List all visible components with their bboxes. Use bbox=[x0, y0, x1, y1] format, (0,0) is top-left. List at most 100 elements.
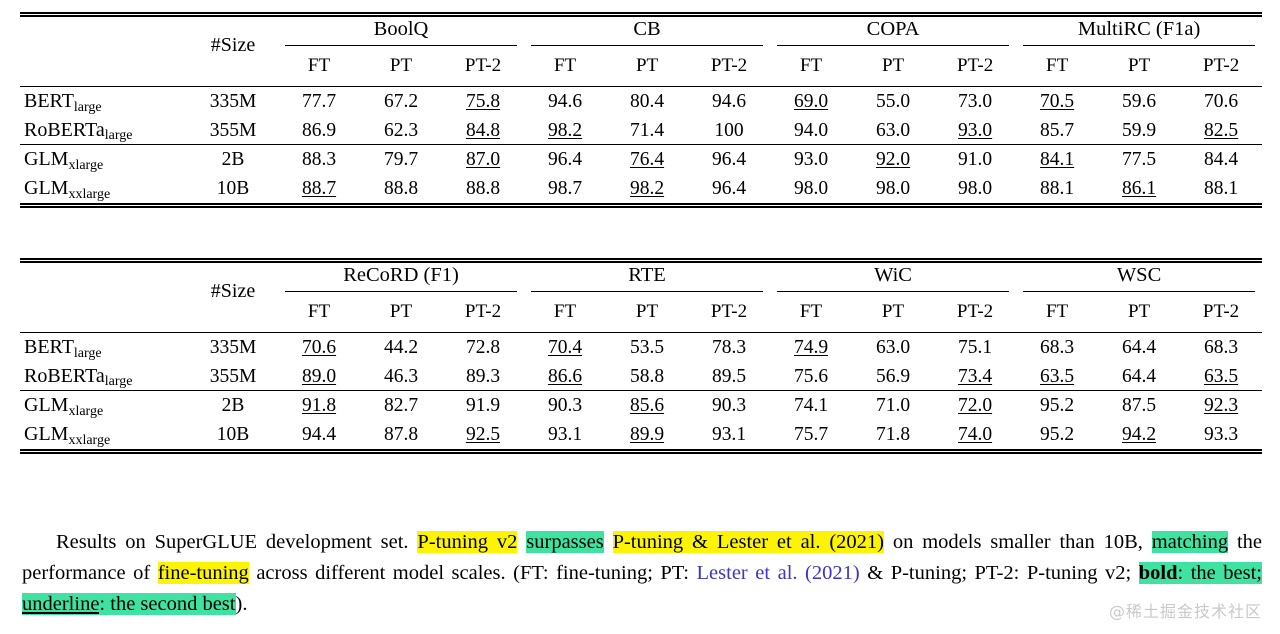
table-row: RoBERTalarge 355M 86.9 62.3 84.8 98.2 71.4 100 9… bbox=[20, 116, 1262, 145]
sub-header-spacer-size bbox=[188, 52, 278, 87]
caption-text: across different model scales. (FT: fine… bbox=[248, 562, 697, 585]
score-cell: 63.5 bbox=[1039, 365, 1075, 387]
group-underline bbox=[531, 45, 764, 47]
score-cell: 70.4 bbox=[547, 336, 583, 358]
row-size-value: 335M bbox=[209, 336, 257, 358]
row-model-label: BERTlarge bbox=[24, 89, 102, 115]
sub-header-row: FT PT PT-2 FT PT PT-2 FT PT PT-2 FT PT PT-2 bbox=[20, 52, 1263, 87]
table-top-rule bbox=[20, 12, 1262, 17]
score-cell: 82.5 bbox=[1204, 119, 1239, 141]
sub-header-row: FT PT PT-2 FT PT PT-2 FT PT PT-2 FT PT PT-2 bbox=[20, 298, 1263, 333]
group-header-3: WiC bbox=[770, 263, 1016, 298]
table-row: BERTlarge 335M 77.7 67.2 75.8 94.6 80.4 94.6 69.… bbox=[20, 86, 1262, 115]
score-cell: 63.0 bbox=[876, 119, 911, 141]
score-cell: 98.2 bbox=[547, 119, 583, 141]
row-model-label: GLMxlarge bbox=[20, 390, 188, 420]
score-cell: 73.0 bbox=[958, 90, 993, 112]
score-cell: 96.4 bbox=[711, 177, 747, 199]
score-cell: 64.4 bbox=[1121, 365, 1157, 387]
group-header-2: RTE bbox=[524, 263, 770, 298]
score-cell: 68.3 bbox=[1039, 336, 1075, 358]
score-cell: 72.0 bbox=[934, 390, 1017, 420]
score-cell: 98.0 bbox=[794, 177, 829, 199]
superglue-results-table: #Size BoolQ CB COPA MultiRC (F1a) FT PT PT-2 FT P… bbox=[20, 17, 1263, 203]
caption-text bbox=[798, 562, 806, 584]
superglue-results-table: #Size ReCoRD (F1) RTE WiC WSC FT PT PT-2 FT PT PT-… bbox=[20, 263, 1263, 449]
score-cell: 98.0 bbox=[958, 177, 993, 199]
score-cell: 63.5 bbox=[1203, 365, 1239, 387]
score-cell: 94.6 bbox=[547, 90, 583, 112]
group-header-row: #Size BoolQ CB COPA MultiRC (F1a) bbox=[20, 17, 1262, 56]
table-row: GLMxlarge 2B 88.3 79.7 87.0 96.4 76.4 96.4 93.0 9… bbox=[20, 144, 1263, 174]
sub-header-1-1: FT bbox=[278, 52, 360, 87]
score-cell: 92.5 bbox=[465, 423, 501, 445]
caption-text bbox=[604, 531, 613, 553]
score-cell: 98.2 bbox=[629, 177, 665, 199]
figure-caption: Results on SuperGLUE development set. P-… bbox=[22, 527, 1262, 620]
score-cell: 53.5 bbox=[629, 336, 665, 358]
group-header-3: COPA bbox=[770, 17, 1016, 52]
caption-bold-legend: bold bbox=[1138, 562, 1178, 585]
caption-citation-link[interactable]: (2021) bbox=[805, 562, 860, 585]
score-cell: 72.8 bbox=[465, 336, 501, 358]
caption-highlight-green: surpasses bbox=[526, 531, 604, 553]
sub-header-1-3: PT-2 bbox=[442, 52, 525, 87]
sub-header-4-3: PT-2 bbox=[1180, 298, 1263, 333]
score-cell: 74.9 bbox=[793, 336, 829, 358]
score-cell: 96.4 bbox=[524, 144, 607, 174]
results-table-part-1: #Size BoolQ CB COPA MultiRC (F1a) FT PT PT-2 FT P… bbox=[20, 12, 1263, 208]
sub-header-3-2: PT bbox=[852, 298, 935, 333]
score-cell: 56.9 bbox=[875, 365, 911, 387]
group-header-1: ReCoRD (F1) bbox=[278, 263, 524, 298]
score-cell: 85.7 bbox=[1040, 119, 1075, 141]
score-cell: 91.0 bbox=[934, 144, 1017, 174]
score-cell: 84.8 bbox=[465, 119, 501, 141]
sub-header-spacer-size bbox=[188, 298, 278, 333]
score-cell: 91.8 bbox=[278, 390, 360, 420]
size-column-header: #Size bbox=[210, 34, 256, 56]
score-cell: 64.4 bbox=[1121, 336, 1157, 358]
size-column-header: #Size bbox=[210, 280, 256, 302]
row-size-value: 2B bbox=[188, 390, 278, 420]
score-cell: 71.8 bbox=[875, 423, 911, 445]
caption-text: Results on SuperGLUE development set. bbox=[56, 531, 418, 553]
results-table-part-2: #Size ReCoRD (F1) RTE WiC WSC FT PT PT-2 FT PT PT-… bbox=[20, 258, 1263, 454]
score-cell: 68.3 bbox=[1203, 336, 1239, 358]
caption-citation-link[interactable]: Lester et al. bbox=[696, 562, 798, 585]
score-cell: 92.3 bbox=[1180, 390, 1263, 420]
score-cell: 79.7 bbox=[360, 144, 442, 174]
score-cell: 87.8 bbox=[383, 423, 419, 445]
sub-header-4-2: PT bbox=[1098, 52, 1181, 87]
model-column-header bbox=[20, 263, 188, 298]
score-cell: 94.4 bbox=[301, 423, 337, 445]
score-cell: 86.9 bbox=[301, 119, 337, 141]
score-cell: 87.0 bbox=[442, 144, 525, 174]
row-model-label: RoBERTalarge bbox=[24, 364, 133, 390]
row-size-value: 335M bbox=[209, 90, 257, 112]
caption-text: the performance of bbox=[22, 531, 1262, 585]
sub-header-3-3: PT-2 bbox=[934, 298, 1017, 333]
group-header-4: MultiRC (F1a) bbox=[1016, 17, 1262, 52]
sub-header-3-1: FT bbox=[770, 298, 853, 333]
watermark-text: @稀土掘金技术社区 bbox=[1108, 602, 1262, 621]
group-underline bbox=[1023, 45, 1256, 47]
group-header-4: WSC bbox=[1016, 263, 1262, 298]
score-cell: 91.9 bbox=[442, 390, 525, 420]
sub-header-1-1: FT bbox=[278, 298, 360, 333]
score-cell: 89.9 bbox=[629, 423, 665, 445]
score-cell: 96.4 bbox=[688, 144, 771, 174]
sub-header-1-2: PT bbox=[360, 52, 442, 87]
caption-text: ). bbox=[235, 593, 248, 616]
sub-header-2-2: PT bbox=[606, 298, 689, 333]
caption-underline-legend: underline bbox=[22, 593, 100, 616]
row-model-label: GLMxxlarge bbox=[24, 422, 111, 448]
score-cell: 84.4 bbox=[1180, 144, 1263, 174]
table-row: RoBERTalarge 355M 89.0 46.3 89.3 86.6 58.8 89.5… bbox=[20, 362, 1262, 391]
group-underline bbox=[531, 291, 764, 293]
score-cell: 86.1 bbox=[1122, 177, 1157, 199]
score-cell: 71.0 bbox=[852, 390, 935, 420]
sub-header-4-2: PT bbox=[1098, 298, 1181, 333]
score-cell: 62.3 bbox=[383, 119, 419, 141]
sub-header-2-3: PT-2 bbox=[688, 298, 771, 333]
sub-header-spacer-model bbox=[20, 52, 188, 87]
